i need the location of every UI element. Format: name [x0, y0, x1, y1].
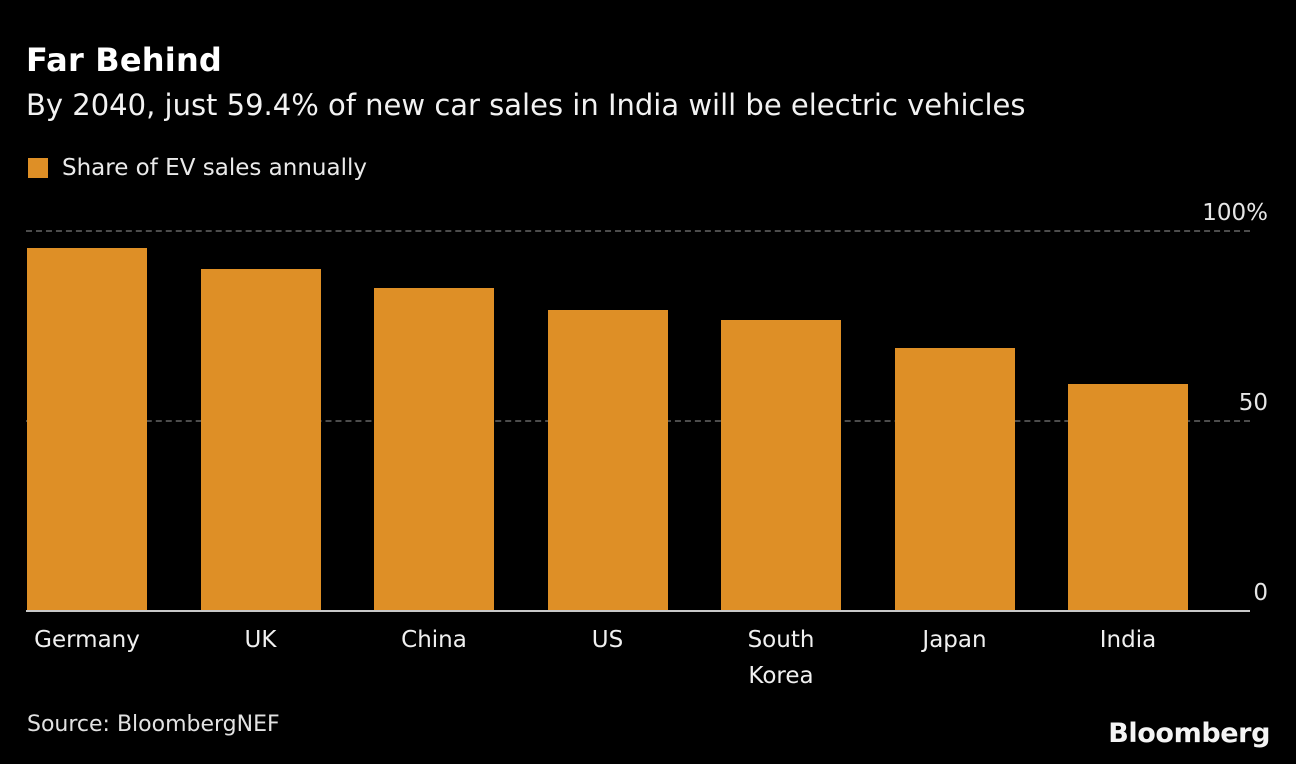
x-axis-category-label: Germany: [34, 627, 140, 653]
page-title: Far Behind: [26, 41, 223, 79]
square-swatch-icon: [28, 158, 48, 178]
y-axis-tick-label: 100%: [1202, 200, 1268, 226]
y-axis-tick-label: 0: [1253, 580, 1268, 606]
bar-us[interactable]: [547, 309, 668, 610]
chart-legend: Share of EV sales annually: [28, 155, 367, 181]
bar-india[interactable]: [1068, 384, 1188, 610]
bar-germany[interactable]: [27, 247, 147, 610]
x-axis-category-label: India: [1099, 627, 1157, 653]
bar-uk[interactable]: [200, 268, 321, 610]
x-axis-category-label: China: [401, 627, 467, 653]
bar-china[interactable]: [374, 287, 494, 610]
bar-south-korea[interactable]: [721, 319, 841, 610]
x-axis-category-label: US: [591, 627, 624, 653]
legend-item-label: Share of EV sales annually: [62, 155, 367, 181]
x-axis-category-label: South Korea: [747, 627, 815, 689]
y-axis-tick-label: 50: [1238, 390, 1268, 416]
x-axis-category-label: UK: [244, 627, 277, 653]
source-note: Source: BloombergNEF: [27, 712, 280, 737]
x-axis-category-label: Japan: [922, 627, 987, 653]
bar-japan[interactable]: [894, 347, 1015, 610]
gridline-100%: [26, 230, 1250, 232]
x-axis-line: [26, 610, 1250, 612]
bloomberg-logo: Bloomberg: [1108, 718, 1270, 749]
page-subtitle: By 2040, just 59.4% of new car sales in …: [26, 88, 1026, 122]
